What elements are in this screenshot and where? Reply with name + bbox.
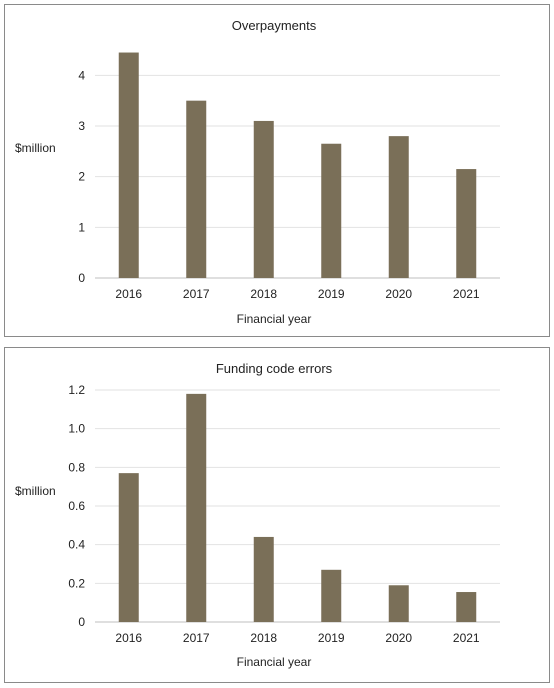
x-tick-label: 2018 (250, 287, 277, 301)
chart-title: Overpayments (232, 18, 317, 33)
y-tick-label: 1 (78, 220, 85, 234)
bar-2017 (186, 393, 207, 622)
chart-title: Funding code errors (216, 361, 333, 376)
y-tick-label: 0.2 (68, 576, 85, 590)
y-tick-label: 0.8 (68, 460, 85, 474)
y-tick-label: 0 (78, 615, 85, 629)
bar-2018 (253, 120, 274, 278)
bar-2016 (118, 473, 139, 622)
x-tick-label: 2020 (385, 287, 412, 301)
y-tick-label: 2 (78, 170, 85, 184)
x-tick-label: 2019 (318, 287, 345, 301)
x-axis-label: Financial year (237, 312, 312, 326)
bar-2016 (118, 52, 139, 279)
x-tick-label: 2018 (250, 631, 277, 645)
x-tick-label: 2021 (453, 631, 480, 645)
bar-2021 (456, 169, 477, 278)
y-axis-label: $million (15, 141, 56, 155)
y-tick-label: 0.6 (68, 499, 85, 513)
bar-2018 (253, 536, 274, 622)
x-tick-label: 2017 (183, 631, 210, 645)
y-tick-label: 4 (78, 68, 85, 82)
y-axis-label: $million (15, 484, 56, 498)
x-tick-label: 2016 (115, 287, 142, 301)
bar-2019 (321, 569, 342, 622)
bar-2021 (456, 592, 477, 622)
x-axis-label: Financial year (237, 655, 312, 669)
x-tick-label: 2019 (318, 631, 345, 645)
funding-code-errors-chart-panel: Funding code errors $million Financial y… (4, 347, 550, 683)
y-tick-label: 3 (78, 119, 85, 133)
overpayments-chart-panel: Overpayments $million Financial year 0 1 2… (4, 4, 550, 337)
bar-2020 (388, 585, 409, 622)
y-tick-label: 1.0 (68, 422, 85, 436)
y-tick-label: 1.2 (68, 383, 85, 397)
bar-2020 (388, 136, 409, 278)
x-tick-label: 2017 (183, 287, 210, 301)
x-tick-label: 2021 (453, 287, 480, 301)
bar-2019 (321, 143, 342, 278)
x-tick-label: 2016 (115, 631, 142, 645)
y-tick-label: 0.4 (68, 538, 85, 552)
y-tick-label: 0 (78, 271, 85, 285)
x-tick-label: 2020 (385, 631, 412, 645)
funding-code-errors-chart: Funding code errors $million Financial y… (15, 361, 500, 669)
bar-2017 (186, 100, 207, 279)
overpayments-chart: Overpayments $million Financial year 0 1 2… (15, 18, 500, 326)
